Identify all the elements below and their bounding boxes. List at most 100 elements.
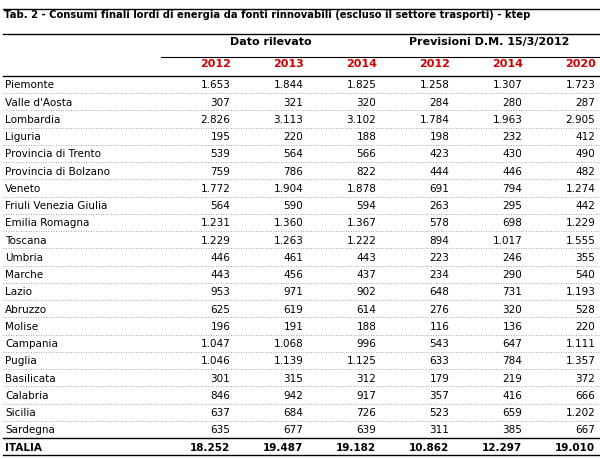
Text: 614: 614 xyxy=(356,304,376,314)
Text: 1.772: 1.772 xyxy=(200,184,230,194)
Text: Liguria: Liguria xyxy=(5,132,41,142)
Text: 625: 625 xyxy=(211,304,230,314)
Text: 179: 179 xyxy=(430,373,449,383)
Text: 188: 188 xyxy=(356,132,376,142)
Text: 307: 307 xyxy=(211,97,230,107)
Text: 971: 971 xyxy=(283,287,303,297)
Text: Sicilia: Sicilia xyxy=(5,407,36,417)
Text: 2012: 2012 xyxy=(419,59,450,69)
Text: 443: 443 xyxy=(211,269,230,280)
Text: 1.229: 1.229 xyxy=(200,235,230,245)
Text: 301: 301 xyxy=(211,373,230,383)
Text: 1.231: 1.231 xyxy=(200,218,230,228)
Text: 1.274: 1.274 xyxy=(565,184,595,194)
Text: 220: 220 xyxy=(575,321,595,331)
Text: Valle d'Aosta: Valle d'Aosta xyxy=(5,97,73,107)
Text: 1.878: 1.878 xyxy=(346,184,376,194)
Text: 3.113: 3.113 xyxy=(274,115,303,125)
Text: Previsioni D.M. 15/3/2012: Previsioni D.M. 15/3/2012 xyxy=(409,37,569,47)
Text: 523: 523 xyxy=(430,407,449,417)
Text: 1.844: 1.844 xyxy=(274,80,303,90)
Text: 2020: 2020 xyxy=(565,59,596,69)
Text: 1.263: 1.263 xyxy=(274,235,303,245)
Text: 188: 188 xyxy=(356,321,376,331)
Text: 539: 539 xyxy=(211,149,230,159)
Text: 321: 321 xyxy=(283,97,303,107)
Text: 320: 320 xyxy=(502,304,522,314)
Text: 894: 894 xyxy=(430,235,449,245)
Text: 290: 290 xyxy=(502,269,522,280)
Text: 846: 846 xyxy=(211,390,230,400)
Text: 698: 698 xyxy=(502,218,522,228)
Text: Toscana: Toscana xyxy=(5,235,47,245)
Text: Abruzzo: Abruzzo xyxy=(5,304,47,314)
Text: 648: 648 xyxy=(430,287,449,297)
Text: 1.963: 1.963 xyxy=(493,115,522,125)
Text: 444: 444 xyxy=(430,166,449,176)
Text: 1.111: 1.111 xyxy=(565,338,595,348)
Text: 412: 412 xyxy=(575,132,595,142)
Text: 355: 355 xyxy=(575,252,595,263)
Text: 578: 578 xyxy=(430,218,449,228)
Text: 311: 311 xyxy=(430,425,449,435)
Text: 942: 942 xyxy=(283,390,303,400)
Text: 786: 786 xyxy=(283,166,303,176)
Text: 784: 784 xyxy=(502,356,522,366)
Text: 1.904: 1.904 xyxy=(274,184,303,194)
Text: 635: 635 xyxy=(211,425,230,435)
Text: 3.102: 3.102 xyxy=(346,115,376,125)
Text: 19.182: 19.182 xyxy=(336,442,376,452)
Text: 1.555: 1.555 xyxy=(565,235,595,245)
Text: 2012: 2012 xyxy=(200,59,231,69)
Text: 198: 198 xyxy=(430,132,449,142)
Text: 19.487: 19.487 xyxy=(263,442,303,452)
Text: 446: 446 xyxy=(502,166,522,176)
Text: Provincia di Bolzano: Provincia di Bolzano xyxy=(5,166,110,176)
Text: 1.357: 1.357 xyxy=(565,356,595,366)
Text: 12.297: 12.297 xyxy=(482,442,522,452)
Text: 1.202: 1.202 xyxy=(565,407,595,417)
Text: Umbria: Umbria xyxy=(5,252,43,263)
Text: Marche: Marche xyxy=(5,269,44,280)
Text: 731: 731 xyxy=(502,287,522,297)
Text: Veneto: Veneto xyxy=(5,184,41,194)
Text: 953: 953 xyxy=(211,287,230,297)
Text: 295: 295 xyxy=(502,201,522,211)
Text: 917: 917 xyxy=(356,390,376,400)
Text: 564: 564 xyxy=(283,149,303,159)
Text: 263: 263 xyxy=(430,201,449,211)
Text: 116: 116 xyxy=(430,321,449,331)
Text: 1.367: 1.367 xyxy=(346,218,376,228)
Text: 1.360: 1.360 xyxy=(274,218,303,228)
Text: 633: 633 xyxy=(430,356,449,366)
Text: 10.862: 10.862 xyxy=(409,442,449,452)
Text: 1.139: 1.139 xyxy=(274,356,303,366)
Text: 590: 590 xyxy=(284,201,303,211)
Text: 564: 564 xyxy=(211,201,230,211)
Text: 1.784: 1.784 xyxy=(419,115,449,125)
Text: 416: 416 xyxy=(502,390,522,400)
Text: Emilia Romagna: Emilia Romagna xyxy=(5,218,90,228)
Text: 2.826: 2.826 xyxy=(200,115,230,125)
Text: 490: 490 xyxy=(575,149,595,159)
Text: 2.905: 2.905 xyxy=(565,115,595,125)
Text: 1.723: 1.723 xyxy=(565,80,595,90)
Text: 794: 794 xyxy=(502,184,522,194)
Text: 223: 223 xyxy=(430,252,449,263)
Text: 1.229: 1.229 xyxy=(565,218,595,228)
Text: 666: 666 xyxy=(575,390,595,400)
Text: Puglia: Puglia xyxy=(5,356,37,366)
Text: Friuli Venezia Giulia: Friuli Venezia Giulia xyxy=(5,201,108,211)
Text: 191: 191 xyxy=(283,321,303,331)
Text: 726: 726 xyxy=(356,407,376,417)
Text: 136: 136 xyxy=(502,321,522,331)
Text: 423: 423 xyxy=(430,149,449,159)
Text: 1.125: 1.125 xyxy=(346,356,376,366)
Text: 1.258: 1.258 xyxy=(419,80,449,90)
Text: 528: 528 xyxy=(575,304,595,314)
Text: 637: 637 xyxy=(211,407,230,417)
Text: Piemonte: Piemonte xyxy=(5,80,55,90)
Text: 647: 647 xyxy=(502,338,522,348)
Text: 667: 667 xyxy=(575,425,595,435)
Text: 430: 430 xyxy=(502,149,522,159)
